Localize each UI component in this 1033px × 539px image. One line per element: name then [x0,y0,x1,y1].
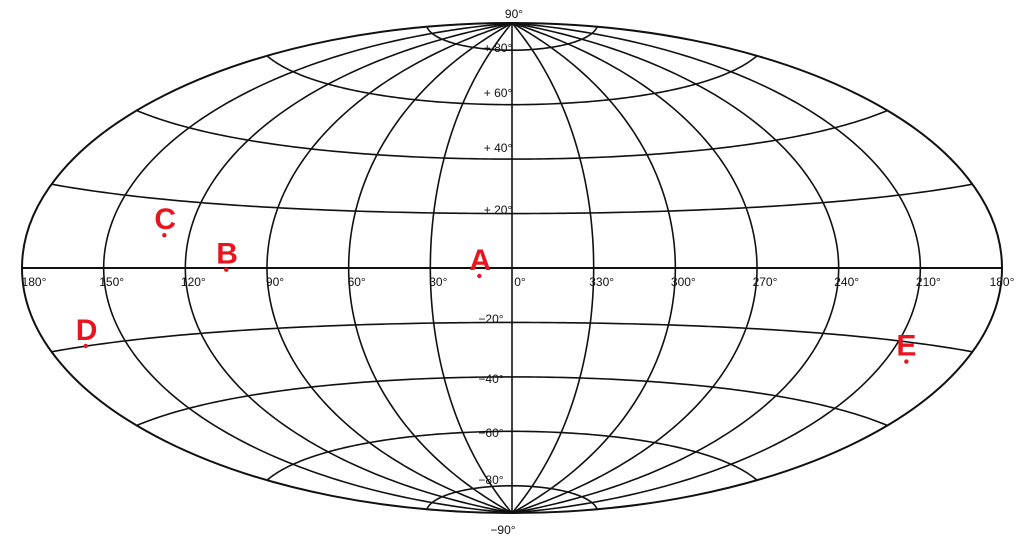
parallel-line [51,183,973,215]
longitude-label: 210° [916,275,941,289]
latitude-label: −40° [478,372,503,386]
graticule [21,22,1003,514]
longitude-label: 330° [589,275,614,289]
longitude-label: 240° [834,275,859,289]
marker-label-e: E [896,330,916,363]
longitude-label: 270° [753,275,778,289]
latitude-label: 90° [505,7,523,21]
parallel-line [266,430,758,481]
latitude-label: −80° [478,473,503,487]
latitude-label: + 80° [484,41,513,55]
point-markers: A B C D E [76,203,916,364]
parallel-line [426,26,598,52]
marker-dot-d [83,343,88,349]
parallel-line [51,321,973,353]
marker-label-c: C [154,203,176,236]
longitude-label: 60° [348,275,366,289]
longitude-label: 150° [99,275,124,289]
marker-dot-a [477,273,482,279]
marker-dot-c [162,233,167,238]
longitude-label: 0° [514,275,526,289]
marker-dot-b [224,267,229,272]
longitude-label: 90° [266,275,284,289]
longitude-label: 120° [181,275,206,289]
marker-dot-e [904,359,909,364]
marker-label-b: B [216,238,238,271]
latitude-label: −20° [478,312,503,326]
latitude-label: + 60° [484,86,513,100]
marker-label-a: A [469,244,491,277]
marker-label-d: D [76,314,98,347]
parallel-line [426,484,598,510]
longitude-label: 30° [429,275,447,289]
latitude-label: + 40° [484,141,513,155]
parallel-line [136,109,888,160]
latitude-label: −90° [490,523,515,537]
parallel-line [136,376,888,427]
parallel-line [266,55,758,106]
coordinate-labels: 180° 150° 120° 90° 60° 30° 0° 330° 300° 270° 240° 2… [22,7,1015,537]
latitude-label: + 20° [484,203,513,217]
latitude-label: −60° [478,426,503,440]
longitude-label: 300° [671,275,696,289]
longitude-label: 180° [22,275,47,289]
longitude-label: 180° [990,275,1015,289]
